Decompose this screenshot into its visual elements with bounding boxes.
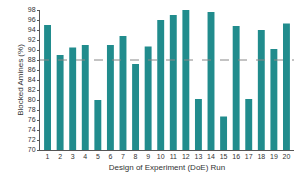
svg-text:Design of Experiment (DoE) Run: Design of Experiment (DoE) Run xyxy=(109,163,226,172)
svg-text:90: 90 xyxy=(28,46,36,53)
svg-text:84: 84 xyxy=(28,76,36,83)
svg-text:94: 94 xyxy=(28,26,36,33)
svg-text:80: 80 xyxy=(28,96,36,103)
svg-text:12: 12 xyxy=(182,153,190,160)
svg-text:4: 4 xyxy=(83,153,87,160)
svg-text:1: 1 xyxy=(46,153,50,160)
svg-text:9: 9 xyxy=(146,153,150,160)
svg-text:76: 76 xyxy=(28,116,36,123)
svg-text:15: 15 xyxy=(220,153,228,160)
svg-text:18: 18 xyxy=(257,153,265,160)
svg-text:8: 8 xyxy=(134,153,138,160)
svg-text:92: 92 xyxy=(28,36,36,43)
svg-text:96: 96 xyxy=(28,16,36,23)
svg-text:72: 72 xyxy=(28,136,36,143)
svg-text:7: 7 xyxy=(121,153,125,160)
svg-text:98: 98 xyxy=(28,6,36,13)
svg-text:13: 13 xyxy=(195,153,203,160)
svg-text:3: 3 xyxy=(71,153,75,160)
svg-text:78: 78 xyxy=(28,106,36,113)
svg-text:Blocked Amines (%): Blocked Amines (%) xyxy=(16,44,25,116)
svg-text:74: 74 xyxy=(28,126,36,133)
svg-text:86: 86 xyxy=(28,66,36,73)
svg-text:19: 19 xyxy=(270,153,278,160)
svg-text:17: 17 xyxy=(245,153,253,160)
svg-text:10: 10 xyxy=(157,153,165,160)
svg-text:5: 5 xyxy=(96,153,100,160)
svg-text:6: 6 xyxy=(108,153,112,160)
svg-text:20: 20 xyxy=(283,153,291,160)
svg-text:11: 11 xyxy=(170,153,177,160)
svg-text:70: 70 xyxy=(28,146,36,153)
svg-text:16: 16 xyxy=(232,153,240,160)
svg-text:14: 14 xyxy=(207,153,215,160)
svg-text:82: 82 xyxy=(28,86,36,93)
svg-text:88: 88 xyxy=(28,56,36,63)
svg-text:2: 2 xyxy=(58,153,62,160)
